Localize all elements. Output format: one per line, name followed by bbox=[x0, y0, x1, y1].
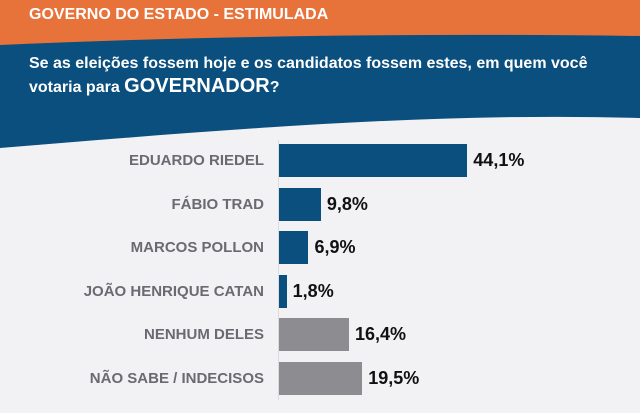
value-label: 9,8% bbox=[326, 193, 368, 214]
value-label: 16,4% bbox=[355, 324, 407, 345]
bar bbox=[279, 144, 468, 177]
category-label: JOÃO HENRIQUE CATAN bbox=[83, 282, 264, 300]
value-label: 44,1% bbox=[473, 150, 525, 170]
category-label: FÁBIO TRAD bbox=[171, 195, 265, 213]
value-label: 6,9% bbox=[314, 237, 356, 258]
bar bbox=[279, 318, 350, 352]
category-label: EDUARDO RIEDEL bbox=[128, 152, 264, 169]
bar bbox=[279, 362, 363, 395]
section-title: GOVERNO DO ESTADO - ESTIMULADA bbox=[29, 6, 329, 23]
blue-wave bbox=[0, 34, 640, 148]
bar bbox=[279, 187, 321, 221]
value-label: 1,8% bbox=[292, 280, 334, 301]
category-label: NÃO SABE / INDECISOS bbox=[89, 370, 264, 387]
category-label: NENHUM DELES bbox=[143, 326, 264, 344]
value-label: 19,5% bbox=[368, 368, 420, 388]
axis-line bbox=[278, 140, 279, 400]
question-text: Se as eleições fossem hoje e os candidat… bbox=[29, 55, 588, 97]
bar bbox=[279, 274, 287, 308]
category-label: MARCOS POLLON bbox=[130, 239, 264, 257]
question-emphasis: GOVERNADOR bbox=[124, 75, 270, 97]
bar bbox=[279, 231, 309, 265]
